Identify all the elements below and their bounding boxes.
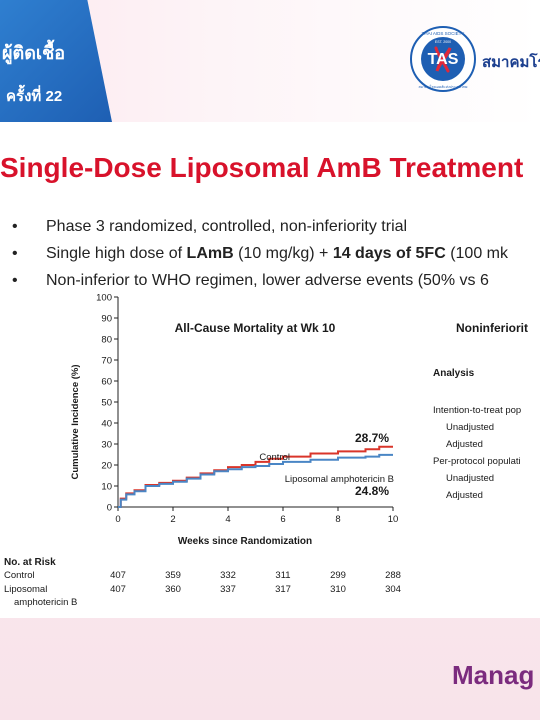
y-tick-label: 0 (107, 503, 112, 514)
bullet-item: Non-inferior to WHO regimen, lower adver… (12, 272, 508, 299)
control-series-label: Control (259, 452, 290, 463)
at-risk-value: 310 (330, 584, 346, 595)
at-risk-value: 332 (220, 570, 236, 581)
at-risk-value: 360 (165, 584, 181, 595)
association-name: สมาคมโร (482, 54, 540, 71)
logo-ring-bottom: สมาคมโรคเอดส์แห่งประเทศไทย (419, 84, 468, 89)
bullet-list: Phase 3 randomized, controlled, non-infe… (12, 218, 508, 299)
analysis-row: Per-protocol populati (433, 456, 521, 467)
slide: Single-Dose Liposomal AmB Treatment Phas… (0, 122, 540, 618)
y-tick-label: 10 (101, 482, 112, 493)
at-risk-value: 359 (165, 570, 181, 581)
bullet-bold-text: LAmB (186, 245, 234, 262)
event-banner: ผู้ติดเชื้อ ครั้งที่ 22 (0, 0, 112, 122)
at-risk-value: 288 (385, 570, 401, 581)
control-series-line (118, 445, 393, 508)
y-tick-label: 40 (101, 419, 112, 430)
at-risk-value: 299 (330, 570, 346, 581)
analysis-row: Intention-to-treat pop (433, 405, 521, 416)
y-tick-label: 90 (101, 314, 112, 325)
y-tick-label: 80 (101, 335, 112, 346)
logo-text: TAS (428, 51, 459, 68)
analysis-row: Unadjusted (446, 473, 494, 484)
y-tick-label: 50 (101, 398, 112, 409)
chart-title: All-Cause Mortality at Wk 10 (175, 321, 336, 335)
at-risk-row-label-cont: amphotericin B (14, 597, 77, 608)
noninferiority-title: Noninferiorit (456, 321, 528, 335)
bullet-text: Non-inferior to WHO regimen, lower adver… (46, 272, 489, 289)
lamb-series-label: Liposomal amphotericin B (285, 474, 394, 485)
bullet-item: Single high dose of LAmB (10 mg/kg) + 14… (12, 245, 508, 272)
analysis-row: Unadjusted (446, 422, 494, 433)
logo-ring-top: THAI AIDS SOCIETY (422, 31, 465, 36)
x-tick-label: 10 (388, 514, 399, 525)
bullet-item: Phase 3 randomized, controlled, non-infe… (12, 218, 508, 245)
lamb-end-label: 24.8% (355, 484, 389, 498)
at-risk-value: 407 (110, 570, 126, 581)
x-axis-label: Weeks since Randomization (178, 536, 312, 547)
x-tick-label: 2 (170, 514, 175, 525)
at-risk-value: 407 (110, 584, 126, 595)
event-title-line1: ผู้ติดเชื้อ (2, 43, 66, 63)
event-title-line2: ครั้งที่ 22 (6, 88, 63, 105)
at-risk-row-label: Liposomal (4, 584, 47, 595)
bullet-text: (100 mk (445, 245, 508, 262)
y-tick-label: 70 (101, 356, 112, 367)
at-risk-title: No. at Risk (4, 557, 56, 568)
x-tick-label: 8 (335, 514, 340, 525)
mortality-chart: All-Cause Mortality at Wk 10 Weeks since… (4, 293, 528, 609)
x-tick-label: 4 (225, 514, 230, 525)
bullet-text: Phase 3 randomized, controlled, non-infe… (46, 218, 408, 235)
at-risk-value: 317 (275, 584, 291, 595)
analysis-header: Analysis (433, 368, 475, 379)
y-axis-label: Cumulative Incidence (%) (70, 364, 81, 479)
footer-brand: Manag (452, 660, 535, 690)
control-end-label: 28.7% (355, 431, 389, 445)
bullet-text: Single high dose of (46, 245, 187, 262)
bullet-bold-text: 14 days of 5FC (332, 245, 446, 262)
header-bar: ผู้ติดเชื้อ ครั้งที่ 22 TAS THAI AIDS SO… (0, 0, 540, 122)
y-tick-label: 20 (101, 461, 112, 472)
logo-year: EST. 2000 (435, 40, 451, 44)
lamb-series-line (118, 453, 393, 508)
analysis-row: Adjusted (446, 490, 483, 501)
bullet-text: (10 mg/kg) + (233, 245, 333, 262)
slide-title: Single-Dose Liposomal AmB Treatment (0, 152, 524, 183)
x-tick-label: 0 (115, 514, 120, 525)
at-risk-value: 337 (220, 584, 236, 595)
x-tick-label: 6 (280, 514, 285, 525)
analysis-row: Adjusted (446, 439, 483, 450)
y-tick-label: 30 (101, 440, 112, 451)
at-risk-value: 304 (385, 584, 401, 595)
tas-logo: TAS THAI AIDS SOCIETY EST. 2000 สมาคมโรค… (410, 26, 476, 92)
y-tick-label: 100 (96, 293, 112, 304)
y-tick-label: 60 (101, 377, 112, 388)
at-risk-row-label: Control (4, 570, 35, 581)
at-risk-value: 311 (275, 570, 290, 581)
